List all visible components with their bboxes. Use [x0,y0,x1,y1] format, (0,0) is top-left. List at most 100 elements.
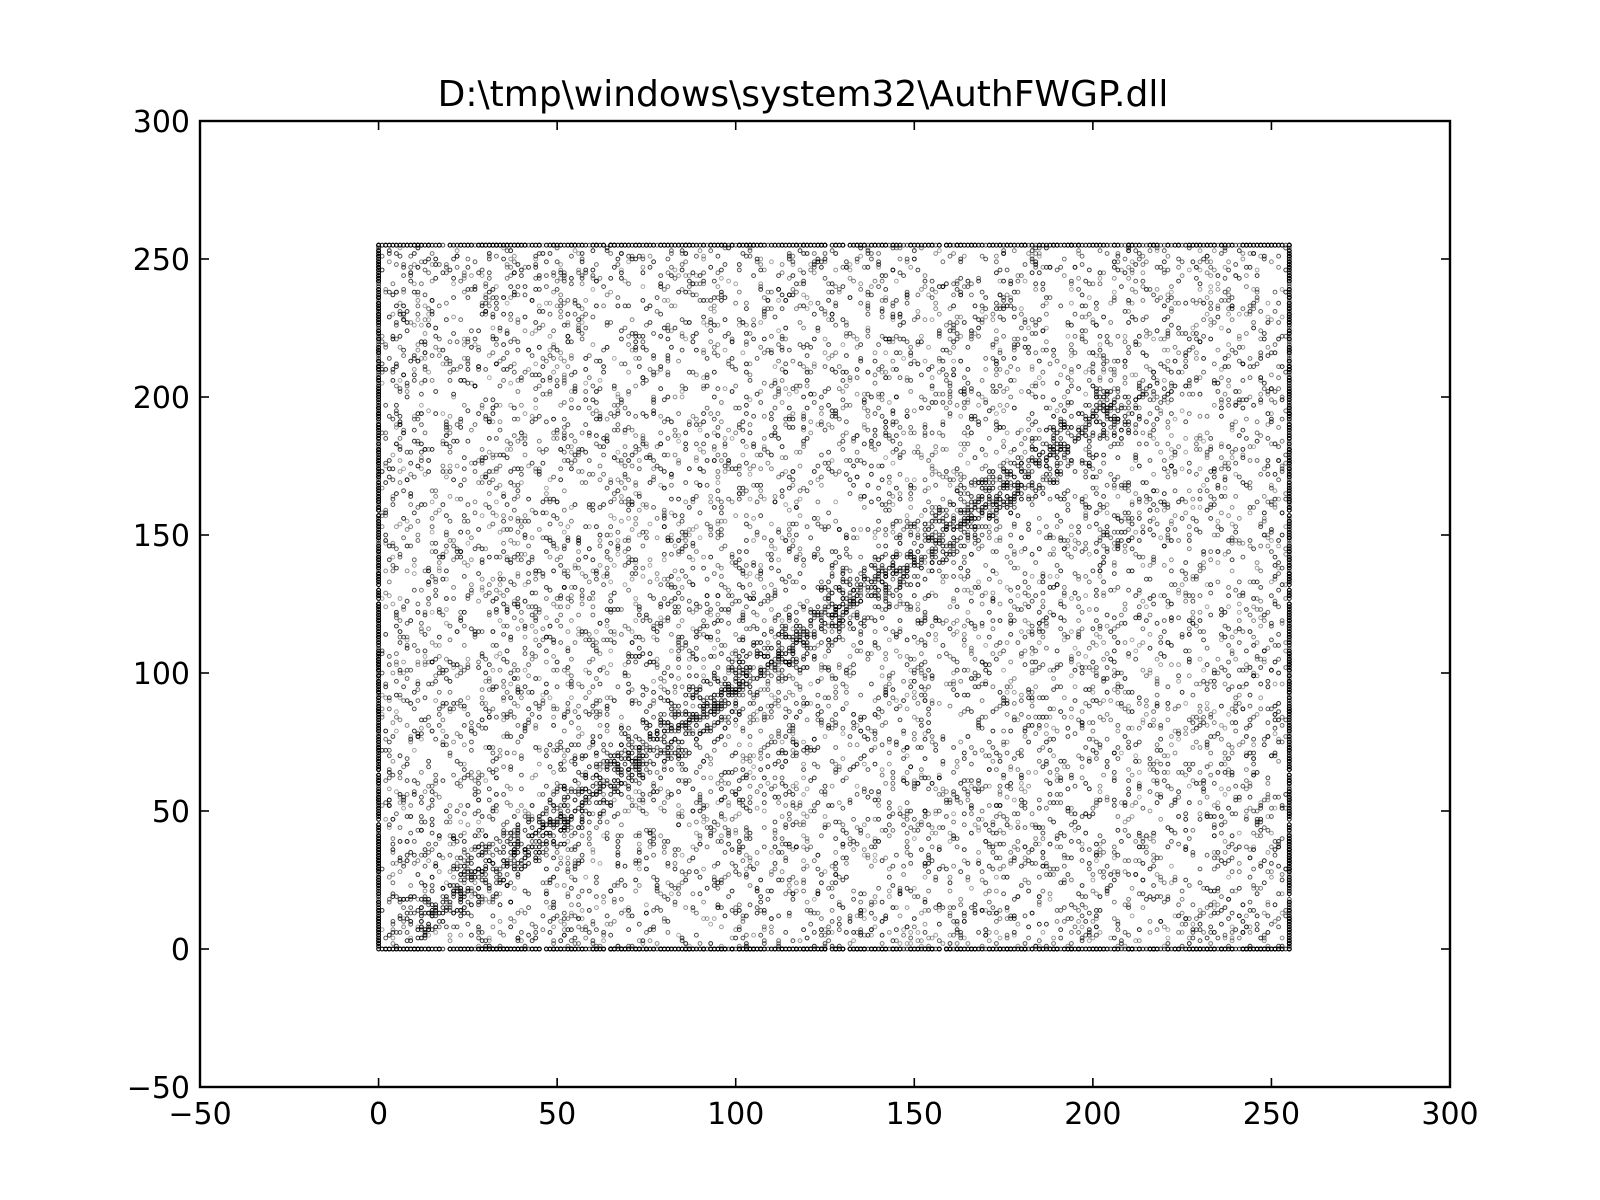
data-point [608,477,614,483]
data-point [1233,494,1239,499]
data-point [590,858,596,864]
data-point [951,792,956,797]
data-point [933,449,939,455]
data-point [961,623,967,629]
data-point [997,689,1003,695]
data-point [386,654,392,659]
data-point [483,284,489,290]
data-point [604,836,610,841]
data-point [1001,317,1006,323]
data-point [808,778,814,783]
data-point [701,270,706,276]
data-point [776,734,781,739]
data-point [619,723,624,728]
data-point [615,684,621,690]
data-point [411,706,417,712]
data-point [765,681,771,687]
data-point [951,670,956,676]
data-point [633,516,639,521]
data-point [522,284,528,290]
data-point [586,830,592,836]
data-point [1215,347,1221,353]
data-point [383,935,389,941]
data-point [483,593,489,599]
data-point [1115,943,1121,949]
data-point [683,273,689,279]
data-point [683,336,689,342]
data-point [947,413,953,419]
data-point [783,783,789,789]
data-point [461,342,467,348]
data-point [901,731,906,737]
data-point [497,582,503,588]
data-point [686,665,692,670]
data-point [529,814,535,819]
data-point [633,449,639,455]
data-point [640,941,646,946]
data-point [544,596,549,601]
data-point [522,513,528,519]
data-point [694,770,699,775]
data-point [1219,251,1224,256]
data-point [665,742,671,748]
data-point [822,943,828,949]
data-point [1208,924,1214,930]
data-point [1251,596,1256,601]
data-point [419,391,424,397]
data-point [1029,645,1035,651]
data-point [515,687,521,692]
data-point [1086,847,1092,852]
data-point [544,496,549,502]
data-point [1029,485,1035,491]
data-point [619,910,624,916]
data-point [744,874,749,880]
data-point [608,648,614,654]
data-point [815,692,821,698]
data-point [979,593,985,599]
data-point [436,303,442,309]
data-point [751,413,756,419]
data-point [1165,825,1171,830]
data-point [1104,888,1110,894]
data-point [722,585,728,590]
data-point [1015,943,1021,949]
data-point [608,742,614,748]
data-point [1094,353,1099,359]
data-point [1215,902,1221,908]
data-point [1122,543,1128,549]
data-point [1033,264,1039,270]
data-point [686,466,692,472]
data-point [947,880,953,886]
data-point [461,289,467,295]
data-point [840,397,846,403]
data-point [936,505,942,510]
data-point [1176,794,1181,800]
data-point [1201,482,1206,488]
data-point [669,891,674,897]
data-point [1276,841,1281,847]
data-point [1086,267,1092,273]
data-point [1176,300,1181,306]
data-point [947,874,953,880]
data-point [1229,455,1235,461]
data-point [426,601,432,607]
data-point [558,855,564,861]
data-point [686,869,692,875]
data-point [897,540,903,546]
data-point [836,629,842,634]
data-point [1165,535,1171,541]
data-point [1108,698,1114,703]
data-point [958,471,964,477]
data-point [1122,676,1128,681]
data-point [515,684,521,690]
data-point [386,579,392,585]
data-point [1090,317,1096,323]
data-point [815,499,821,505]
data-point [719,458,724,463]
data-point [1219,527,1224,532]
data-point [401,800,407,806]
data-point [690,543,696,549]
data-point [1097,563,1103,568]
data-point [872,447,878,452]
data-point [1079,924,1085,930]
